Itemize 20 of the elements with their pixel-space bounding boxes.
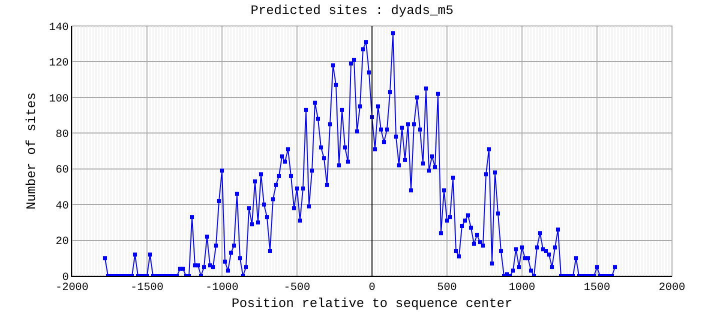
chart-title: Predicted sites : dyads_m5 bbox=[250, 3, 454, 18]
x-axis-title: Position relative to sequence center bbox=[232, 296, 512, 311]
x-tick-label: -2000 bbox=[55, 282, 89, 294]
y-tick-label: 100 bbox=[48, 93, 69, 106]
x-tick-label: 0 bbox=[368, 282, 376, 294]
y-tick-label: 80 bbox=[56, 128, 69, 141]
x-tick-label: 1000 bbox=[508, 282, 536, 294]
x-tick-label: 2000 bbox=[658, 282, 686, 294]
x-tick-label: -1500 bbox=[130, 282, 164, 294]
y-tick-label: 20 bbox=[56, 236, 69, 248]
y-tick-label: 120 bbox=[48, 58, 69, 70]
x-tick-label: -1000 bbox=[205, 282, 239, 294]
y-axis-title: Number of sites bbox=[24, 92, 39, 210]
x-tick-label: -500 bbox=[284, 282, 310, 294]
x-tick-label: 1500 bbox=[584, 282, 610, 294]
y-tick-label: 140 bbox=[48, 22, 69, 34]
y-tick-label: 0 bbox=[62, 272, 69, 284]
x-tick-label: 500 bbox=[437, 282, 457, 294]
y-tick-label: 40 bbox=[56, 200, 69, 212]
y-tick-label: 60 bbox=[56, 164, 69, 177]
